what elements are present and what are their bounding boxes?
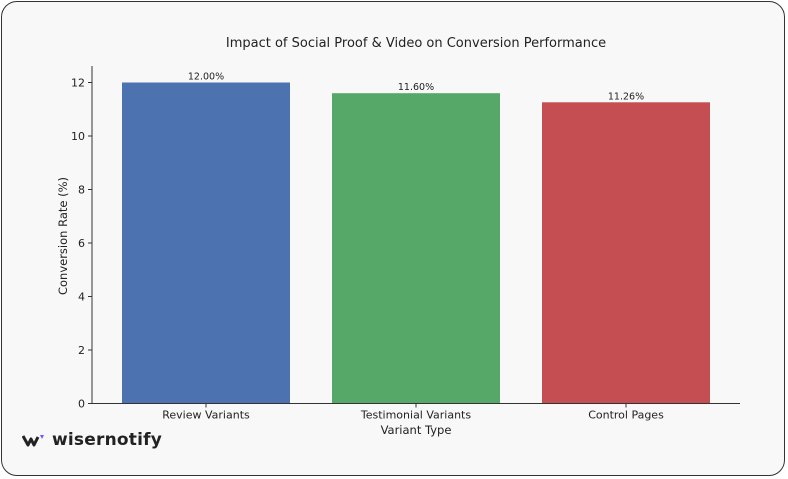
bar-testimonial-variants	[332, 93, 500, 404]
y-tick-label: 0	[78, 398, 85, 411]
x-axis-label: Variant Type	[381, 423, 452, 437]
bar-data-label: 12.00%	[188, 72, 224, 83]
y-tick-label: 8	[78, 184, 85, 197]
bar-data-label: 11.26%	[608, 91, 644, 102]
bar-control-pages	[542, 102, 710, 404]
wisernotify-logo: wisernotify	[22, 430, 162, 450]
logo-text: wisernotify	[52, 430, 162, 450]
logo-mark-icon	[22, 435, 44, 447]
x-tick-label: Review Variants	[162, 409, 250, 422]
y-tick-label: 4	[78, 291, 85, 304]
y-tick-label: 10	[71, 130, 85, 143]
y-tick-label: 12	[71, 77, 85, 90]
y-tick-label: 2	[78, 344, 85, 357]
x-tick-label: Control Pages	[588, 409, 664, 422]
y-tick-label: 6	[78, 237, 85, 250]
bar-review-variants	[122, 82, 290, 404]
x-tick-label: Testimonial Variants	[360, 409, 472, 422]
chart-title: Impact of Social Proof & Video on Conver…	[226, 36, 606, 51]
bar-data-label: 11.60%	[398, 82, 434, 93]
y-axis-label: Conversion Rate (%)	[56, 177, 70, 295]
